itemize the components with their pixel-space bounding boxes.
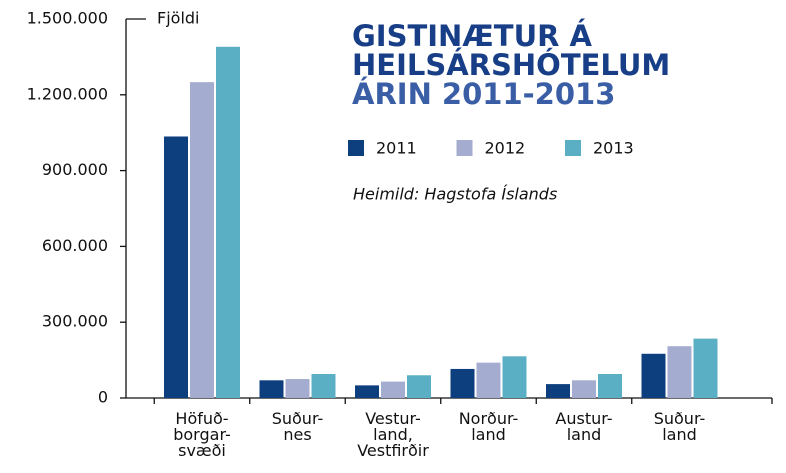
bar	[190, 82, 214, 399]
y-tick-label: 600.000	[42, 236, 108, 255]
bar	[355, 385, 379, 398]
y-tick-label: 900.000	[42, 160, 108, 179]
bar	[164, 136, 188, 399]
x-tick-label-line: svæði	[178, 441, 226, 460]
x-tick-label: Vestur-land, Vestfirðir	[357, 409, 429, 460]
legend-swatch	[456, 140, 473, 156]
chart-title: ÁRIN 2011-2013	[352, 77, 615, 111]
x-tick-label: Norður-land	[459, 409, 519, 444]
x-tick-label: Höfuð-borgar-svæði	[173, 409, 231, 460]
x-tick-label-line: Vestfirðir	[357, 441, 429, 460]
legend-label: 2012	[485, 139, 526, 158]
y-tick-label: 1.500.000	[27, 9, 108, 28]
bar	[598, 373, 622, 398]
bar	[502, 356, 527, 398]
x-tick-label-line: Norður-	[459, 409, 519, 428]
x-tick-label-line: land	[471, 425, 506, 444]
x-tick-label-line: nes	[283, 425, 311, 444]
source: Heimild: Hagstofa Íslands	[353, 185, 557, 204]
x-tick-label-line: Suður-	[272, 409, 324, 428]
bar	[693, 338, 718, 398]
y-tick-label: 300.000	[42, 312, 108, 331]
bar	[572, 380, 596, 398]
x-tick-label-line: Vestur-	[365, 409, 421, 428]
x-tick-label-line: land,	[373, 425, 413, 444]
x-tick-label-line: land	[662, 425, 697, 444]
legend-label: 2011	[376, 139, 417, 158]
bar	[546, 384, 570, 398]
bar	[259, 380, 284, 398]
bar	[667, 346, 692, 398]
legend-swatch	[348, 140, 364, 156]
x-tick-label: Suður-land	[654, 409, 706, 444]
bar	[641, 353, 666, 398]
bar	[407, 375, 431, 398]
x-tick-label-line: Höfuð-	[175, 409, 228, 428]
x-tick-label-line: Suður-	[654, 409, 706, 428]
bar	[450, 368, 475, 398]
chart-title: HEILSÁRSHÓTELUM	[352, 48, 670, 82]
y-tick-label: 0	[98, 388, 108, 407]
x-tick-label: Austur-land	[555, 409, 612, 444]
x-tick-label-line: land	[567, 425, 602, 444]
y-axis-label: Fjöldi	[157, 9, 199, 28]
chart-title: GISTINÆTUR Á	[352, 19, 593, 53]
x-tick-label: Suður-nes	[272, 409, 324, 444]
bar	[381, 381, 405, 398]
x-tick-label-line: Austur-	[555, 409, 612, 428]
bar	[216, 46, 240, 398]
y-tick-label: 1.200.000	[27, 84, 108, 103]
legend-label: 2013	[593, 139, 634, 158]
bar	[476, 362, 501, 398]
bar	[311, 373, 336, 398]
bar	[285, 379, 310, 398]
legend-swatch	[565, 140, 581, 156]
x-tick-label-line: borgar-	[173, 425, 231, 444]
